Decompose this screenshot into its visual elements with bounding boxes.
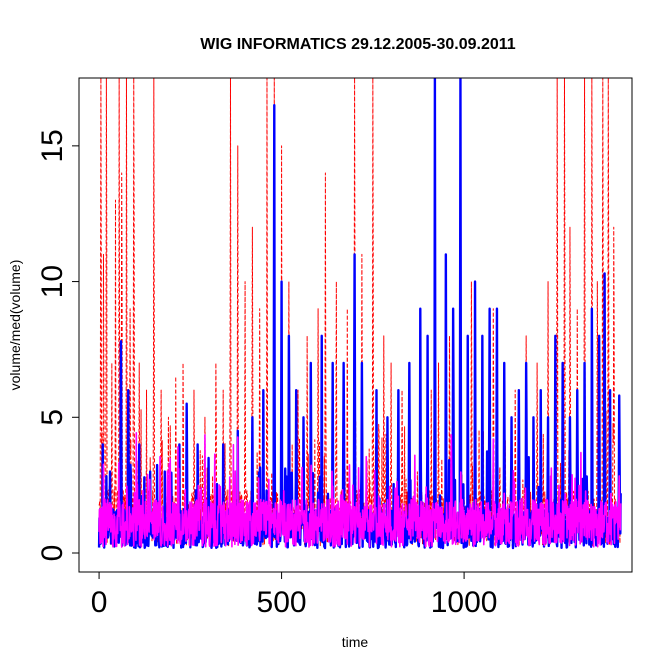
y-tick-label: 15 xyxy=(36,129,69,162)
y-tick-label: 5 xyxy=(36,409,69,426)
y-axis: 0 5 10 15 xyxy=(36,129,80,562)
series-line-3 xyxy=(98,431,622,548)
x-tick-label: 0 xyxy=(91,586,108,619)
x-axis: 0 500 1000 xyxy=(91,571,498,619)
y-tick-label: 0 xyxy=(36,545,69,562)
y-axis-label: volume/med(volume) xyxy=(7,260,23,391)
chart-title: WIG INFORMATICS 29.12.2005-30.09.2011 xyxy=(200,36,516,53)
y-tick-label: 10 xyxy=(36,265,69,298)
plot-area xyxy=(97,78,622,550)
x-tick-label: 500 xyxy=(257,586,307,619)
x-axis-label: time xyxy=(342,634,369,650)
x-tick-label: 1000 xyxy=(431,586,498,619)
